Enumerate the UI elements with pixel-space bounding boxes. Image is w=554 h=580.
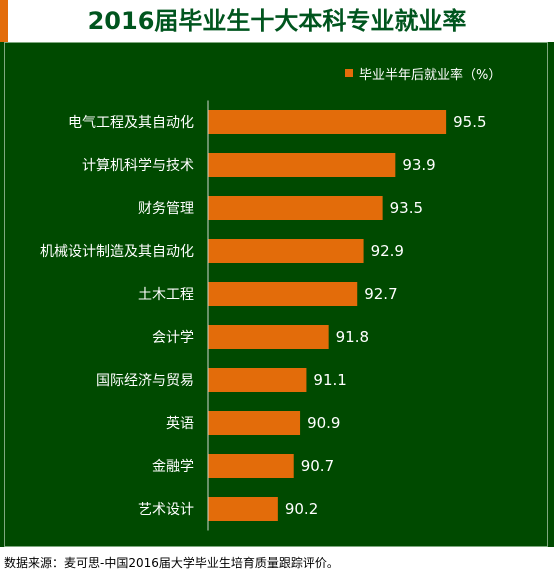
category-label: 财务管理	[138, 201, 194, 217]
bar	[208, 110, 447, 134]
bar	[208, 325, 329, 349]
value-label: 90.9	[307, 414, 340, 432]
category-label: 艺术设计	[138, 502, 194, 518]
bar	[208, 239, 364, 263]
value-label: 90.2	[285, 500, 318, 518]
category-label: 会计学	[152, 330, 194, 346]
value-label: 92.9	[371, 242, 404, 260]
category-label: 机械设计制造及其自动化	[40, 244, 194, 260]
legend-label: 毕业半年后就业率（%）	[359, 67, 502, 83]
source-footnote: 数据来源：麦可思-中国2016届大学毕业生培育质量跟踪评价。	[4, 556, 339, 570]
value-label: 91.8	[336, 328, 369, 346]
bar	[208, 196, 383, 220]
bar	[208, 282, 358, 306]
legend-swatch	[345, 69, 353, 77]
value-label: 95.5	[453, 113, 486, 131]
title-accent-bar	[0, 0, 8, 42]
title-bar: 2016届毕业生十大本科专业就业率	[0, 0, 554, 42]
value-label: 92.7	[364, 285, 397, 303]
category-label: 计算机科学与技术	[82, 158, 194, 174]
bar	[208, 411, 301, 435]
value-label: 93.5	[390, 199, 423, 217]
value-label: 90.7	[301, 457, 334, 475]
category-label: 电气工程及其自动化	[68, 115, 194, 131]
chart-legend: 毕业半年后就业率（%）	[345, 63, 501, 83]
value-label: 93.9	[402, 156, 435, 174]
category-label: 土木工程	[138, 287, 194, 303]
bar-chart: 电气工程及其自动化 95.5 计算机科学与技术 93.9 财务管理 93.5 机械设计制造及…	[40, 100, 487, 531]
bar	[208, 454, 294, 478]
value-label: 91.1	[313, 371, 346, 389]
category-label: 国际经济与贸易	[96, 373, 194, 389]
chart-title: 2016届毕业生十大本科专业就业率	[87, 7, 467, 35]
footer: 数据来源：麦可思-中国2016届大学毕业生培育质量跟踪评价。	[0, 547, 554, 580]
bar	[208, 368, 307, 392]
chart-frame	[4, 42, 548, 547]
category-label: 英语	[166, 415, 194, 432]
bar	[208, 153, 396, 177]
category-label: 金融学	[152, 459, 194, 475]
bar	[208, 497, 278, 521]
